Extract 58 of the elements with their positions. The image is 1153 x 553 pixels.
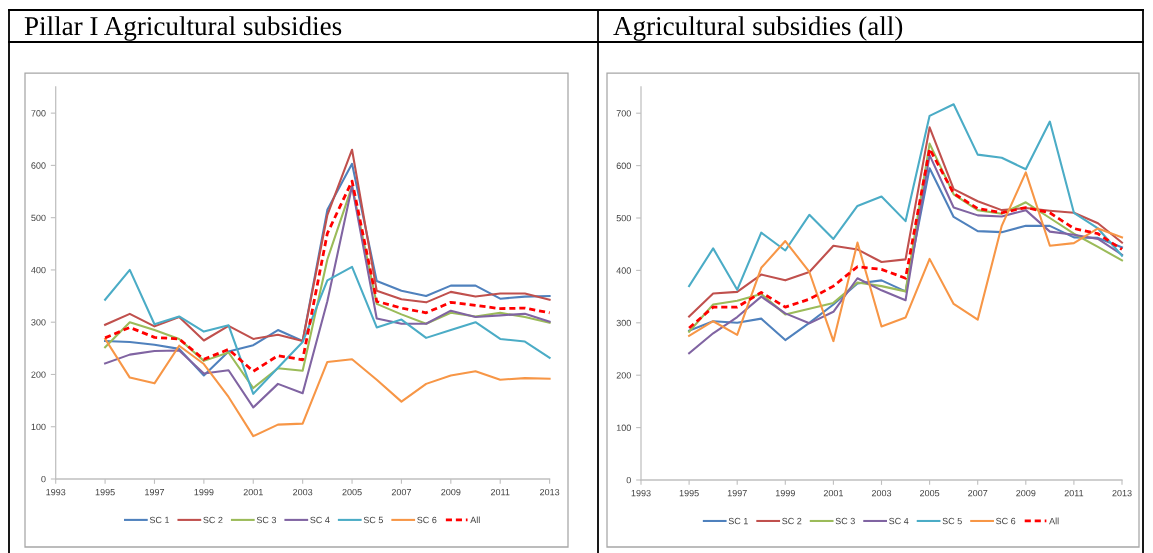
line-series xyxy=(104,337,551,438)
y-tick-label: 0 xyxy=(626,476,631,484)
y-tick-label: 300 xyxy=(616,319,631,327)
legend-label: SC 1 xyxy=(728,517,748,525)
x-tick-label: 2009 xyxy=(441,488,461,496)
legend-label: SC 4 xyxy=(310,516,330,524)
legend-label: SC 6 xyxy=(996,517,1016,525)
y-tick-label: 700 xyxy=(31,110,46,117)
x-tick-label: 2003 xyxy=(293,488,313,496)
legend-label: SC 5 xyxy=(363,516,383,524)
legend-label: SC 3 xyxy=(256,516,277,524)
y-tick-label: 500 xyxy=(616,214,631,222)
x-tick-label: 1997 xyxy=(145,488,165,496)
x-tick-label: 1997 xyxy=(727,489,747,497)
x-tick-label: 1995 xyxy=(95,488,115,496)
x-tick-label: 2005 xyxy=(920,489,940,497)
legend-label: SC 2 xyxy=(782,517,802,525)
line-series xyxy=(104,265,551,395)
x-tick-label: 2013 xyxy=(540,488,560,496)
legend-label: All xyxy=(1049,517,1059,525)
legend-label: SC 5 xyxy=(942,517,962,525)
legend-label: All xyxy=(470,516,480,524)
x-tick-label: 2001 xyxy=(823,489,843,497)
chart-title: Agricultural subsidies (all) xyxy=(613,16,903,41)
y-tick-label: 400 xyxy=(616,267,631,274)
y-tick-label: 600 xyxy=(616,162,631,169)
x-tick-label: 1993 xyxy=(46,488,66,496)
legend-label: SC 3 xyxy=(835,517,855,525)
x-tick-label: 2005 xyxy=(342,488,362,496)
y-tick-label: 700 xyxy=(616,110,631,117)
chart-title: Pillar I Agricultural subsidies xyxy=(24,16,342,41)
y-tick-label: 100 xyxy=(616,424,631,431)
x-tick-label: 2007 xyxy=(968,489,988,497)
x-tick-label: 2011 xyxy=(1064,489,1084,497)
line-series xyxy=(688,103,1124,291)
x-tick-label: 2013 xyxy=(1112,489,1132,497)
x-tick-label: 2011 xyxy=(490,488,510,496)
y-tick-label: 400 xyxy=(31,266,46,274)
y-tick-label: 200 xyxy=(31,371,46,378)
legend-label: SC 2 xyxy=(203,516,223,524)
y-tick-label: 500 xyxy=(31,214,46,222)
legend-label: SC 1 xyxy=(149,516,170,524)
x-tick-label: 1993 xyxy=(631,489,651,497)
x-tick-label: 1999 xyxy=(194,488,214,496)
y-tick-label: 600 xyxy=(31,162,46,169)
legend-label: SC 6 xyxy=(417,516,437,524)
y-tick-label: 300 xyxy=(31,319,46,326)
line-series xyxy=(104,148,551,343)
x-tick-label: 1995 xyxy=(679,489,699,497)
x-tick-label: 1999 xyxy=(775,489,795,497)
y-tick-label: 200 xyxy=(616,372,631,379)
y-tick-label: 0 xyxy=(41,475,46,483)
x-tick-label: 2003 xyxy=(871,489,892,497)
x-tick-label: 2009 xyxy=(1016,489,1036,497)
legend-label: SC 4 xyxy=(889,517,909,525)
y-tick-label: 100 xyxy=(31,423,46,431)
x-tick-label: 2007 xyxy=(391,488,412,496)
x-tick-label: 2001 xyxy=(243,488,263,496)
